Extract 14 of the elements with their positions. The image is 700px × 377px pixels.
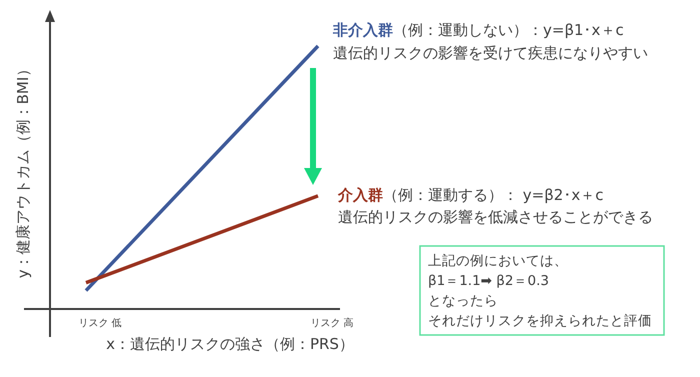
annotation: 遺伝的リスクの影響を受けて疾患になりやすい [333,44,648,62]
y-axis-title: y：健康アウトカム（例：BMI） [14,62,32,278]
text: それだけリスクを抑えられたと評価 [428,313,652,329]
text: 上記の例においては、 [428,253,568,269]
x-axis-title: x：遺伝的リスクの強さ（例：PRS） [106,335,354,353]
annotation: 遺伝的リスクの影響を低減させることができる [338,208,653,226]
text: β1＝1.1➡ β2＝0.3 [428,273,549,289]
series-label: 介入群 [337,186,383,204]
text: となったら [428,293,498,309]
text: （例：運動しない）：y=β1･x＋c [393,21,624,39]
text: （例：運動する）： y=β2･x＋c [383,186,604,204]
series-label: 非介入群 [332,21,393,39]
x-tick-label: リスク 高 [310,317,354,329]
x-tick-label: リスク 低 [78,318,122,329]
